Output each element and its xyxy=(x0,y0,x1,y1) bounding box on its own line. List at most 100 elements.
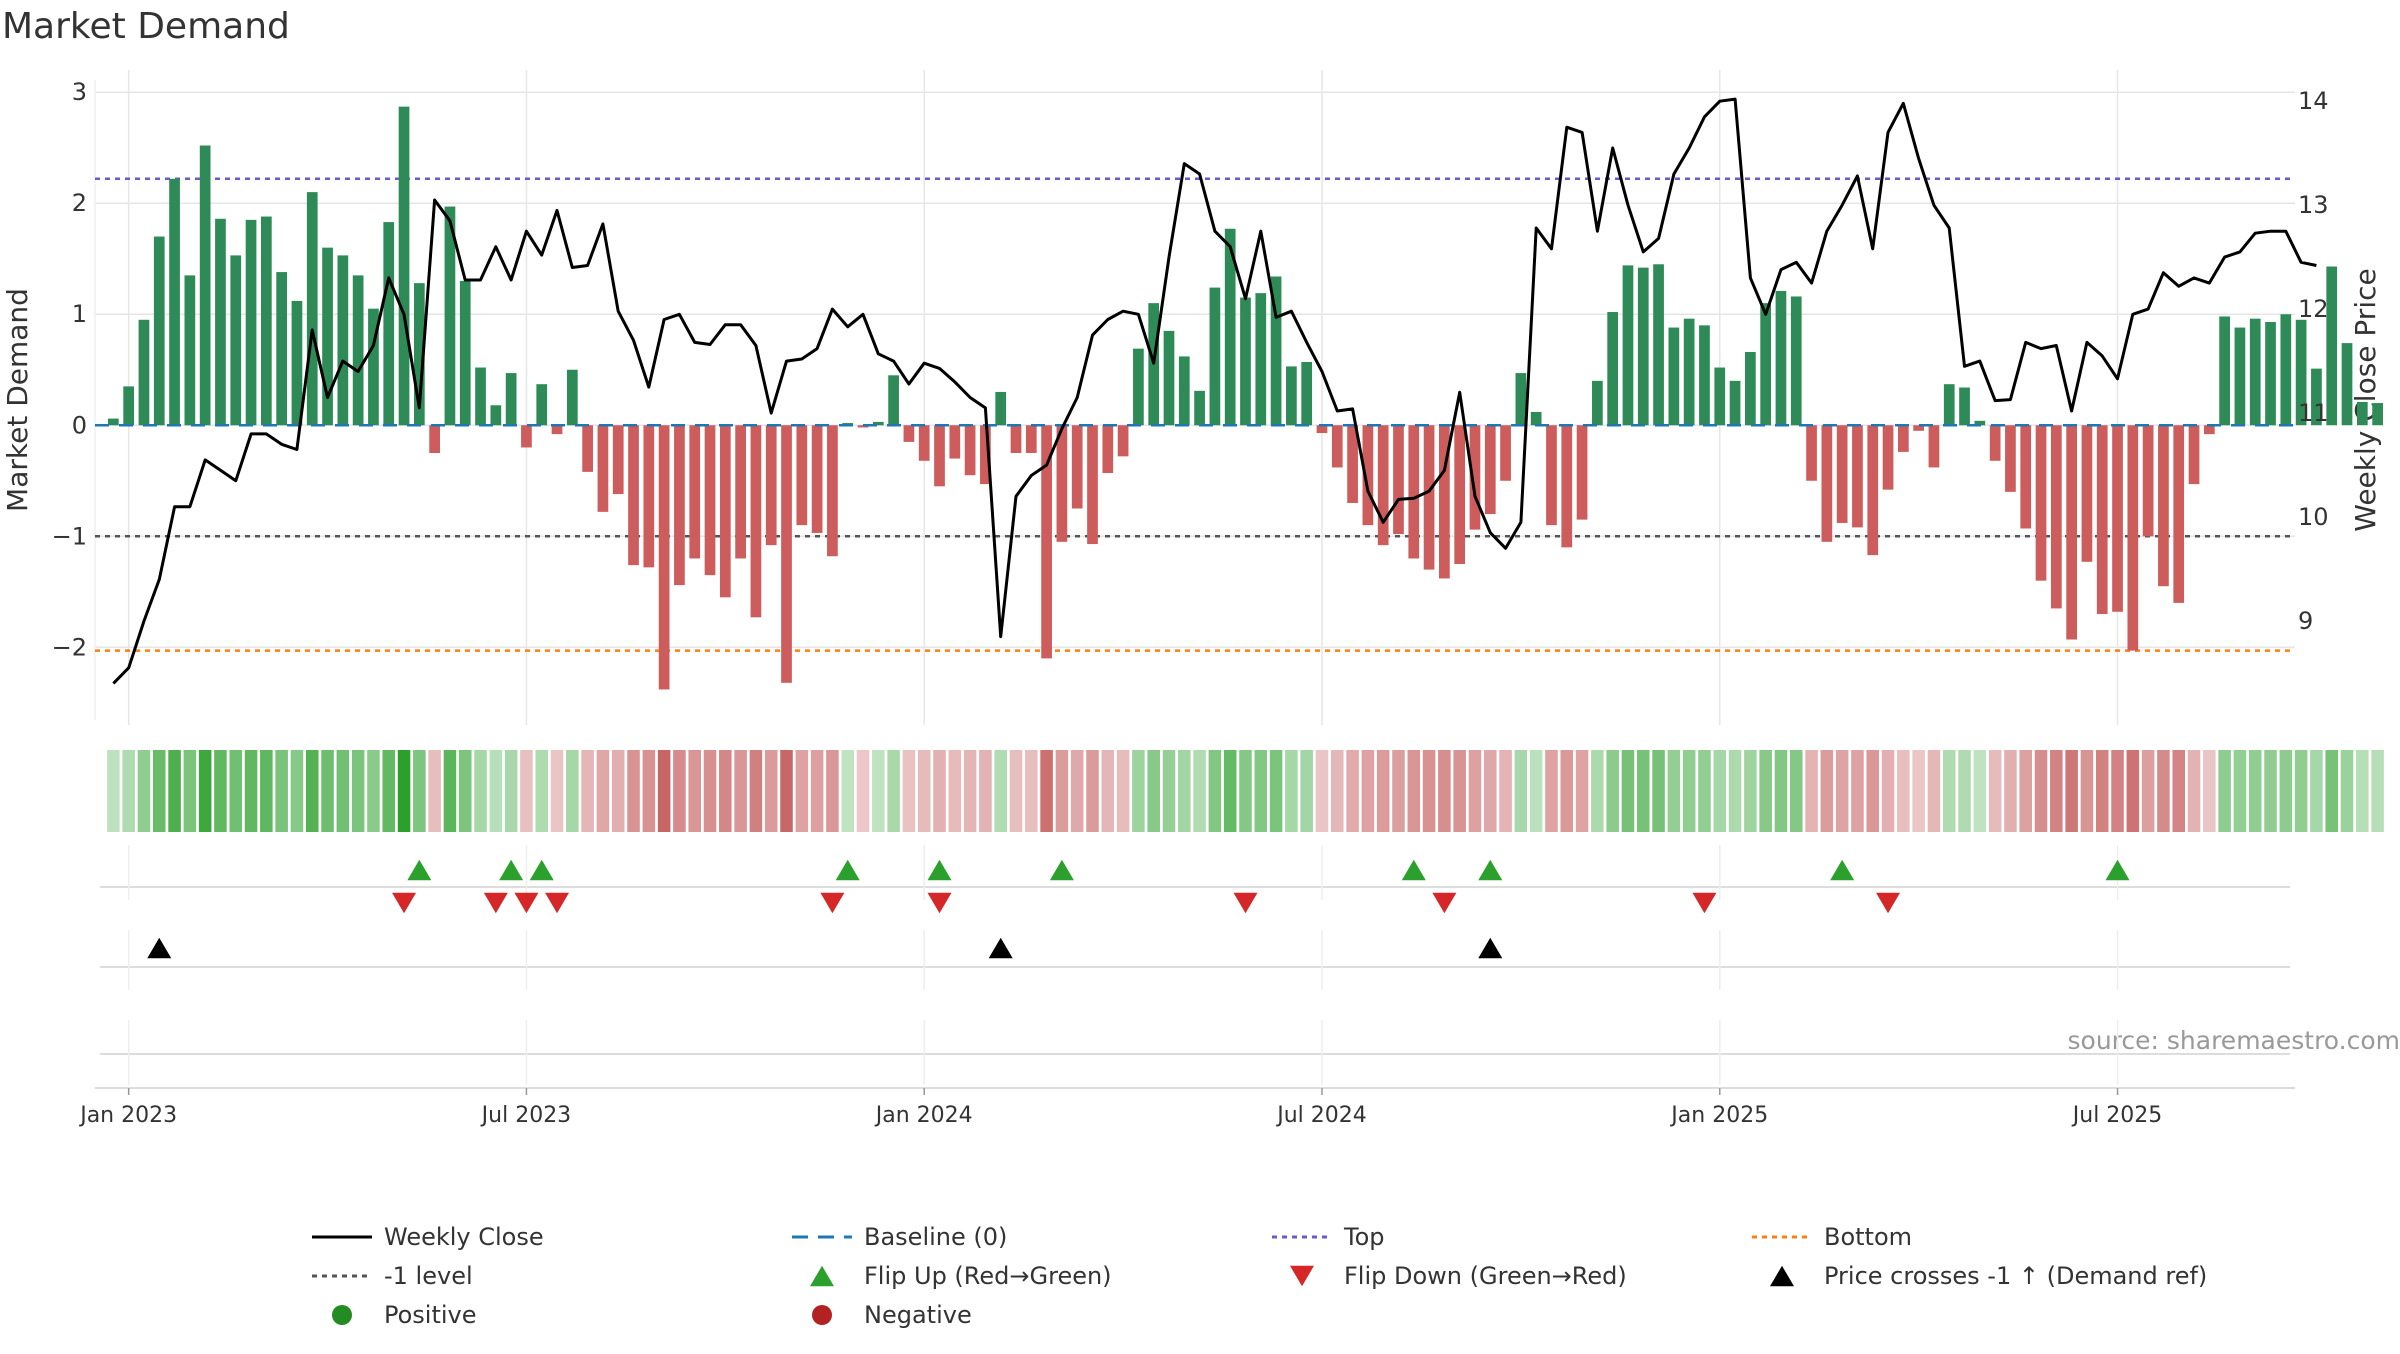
heat-cell-positive xyxy=(1209,750,1222,832)
demand-bar-negative xyxy=(643,425,654,567)
price-cross-marker xyxy=(989,938,1013,958)
demand-bar-negative xyxy=(2066,425,2077,639)
demand-bar-negative xyxy=(812,425,823,533)
demand-bar-positive xyxy=(1623,265,1634,425)
y-tick-label-right: 9 xyxy=(2298,607,2313,635)
demand-bar-positive xyxy=(1745,352,1756,425)
heat-cell-positive xyxy=(245,750,258,832)
heat-cell-negative xyxy=(1836,750,1849,832)
heat-cell-positive xyxy=(2264,750,2277,832)
demand-bar-positive xyxy=(1516,373,1527,425)
heat-cell-positive xyxy=(199,750,212,832)
demand-bar-positive xyxy=(139,320,150,425)
heat-cell-positive xyxy=(1255,750,1268,832)
legend-triangle-down-marker xyxy=(1290,1266,1314,1286)
heat-cell-negative xyxy=(1821,750,1834,832)
demand-bar-negative xyxy=(1806,425,1817,481)
heat-cell-negative xyxy=(1025,750,1038,832)
heat-cell-positive xyxy=(1132,750,1145,832)
legend-label: Price crosses -1 ↑ (Demand ref) xyxy=(1824,1262,2207,1290)
legend-label: Bottom xyxy=(1824,1223,1912,1251)
heat-cell-negative xyxy=(796,750,809,832)
flip-down-marker xyxy=(1876,893,1900,913)
demand-bar-negative xyxy=(2127,425,2138,650)
heat-cell-positive xyxy=(2234,750,2247,832)
heat-cell-negative xyxy=(903,750,916,832)
legend-item: Top xyxy=(1272,1223,1385,1251)
heat-cell-positive xyxy=(1178,750,1191,832)
heat-cell-positive xyxy=(321,750,334,832)
heat-cell-positive xyxy=(1943,750,1956,832)
heat-cell-negative xyxy=(1576,750,1589,832)
demand-bar-positive xyxy=(215,219,226,425)
demand-bar-positive xyxy=(1133,349,1144,426)
demand-bar-positive xyxy=(1531,412,1542,425)
heat-cell-positive xyxy=(1147,750,1160,832)
demand-bar-negative xyxy=(1072,425,1083,508)
legend-circle-marker xyxy=(332,1305,352,1325)
heat-cell-positive xyxy=(2341,750,2354,832)
heat-cell-negative xyxy=(1484,750,1497,832)
heat-cell-negative xyxy=(688,750,701,832)
heat-cell-negative xyxy=(1438,750,1451,832)
demand-bar-positive xyxy=(1791,296,1802,425)
heat-cell-positive xyxy=(306,750,319,832)
demand-bar-positive xyxy=(1255,293,1266,425)
demand-bar-negative xyxy=(766,425,777,545)
demand-bar-positive xyxy=(123,386,134,425)
y-tick-label-right: 13 xyxy=(2298,191,2329,219)
heat-cell-positive xyxy=(2280,750,2293,832)
heat-cell-negative xyxy=(979,750,992,832)
legend-circle-marker xyxy=(812,1305,832,1325)
heat-cell-positive xyxy=(352,750,365,832)
heat-cell-positive xyxy=(566,750,579,832)
demand-bar-positive xyxy=(1286,366,1297,425)
heat-cell-negative xyxy=(428,750,441,832)
heat-cell-negative xyxy=(643,750,656,832)
heat-cell-positive xyxy=(1239,750,1252,832)
demand-bar-positive xyxy=(475,368,486,426)
y-axis-left-label: Market Demand xyxy=(1,288,34,512)
y-tick-label-left: 0 xyxy=(72,411,87,439)
flip-up-marker xyxy=(1402,860,1426,880)
legend-label: Flip Down (Green→Red) xyxy=(1344,1262,1627,1290)
heat-cell-positive xyxy=(872,750,885,832)
heat-cell-positive xyxy=(841,750,854,832)
heat-cell-positive xyxy=(138,750,151,832)
flip-down-marker xyxy=(545,893,569,913)
legend-triangle-up-marker xyxy=(1770,1266,1794,1286)
y-axis-right-label: Weekly Close Price xyxy=(2349,268,2382,531)
demand-bar-negative xyxy=(1821,425,1832,542)
demand-bar-positive xyxy=(1301,362,1312,425)
heat-cell-negative xyxy=(1423,750,1436,832)
heat-cell-positive xyxy=(1637,750,1650,832)
heat-cell-negative xyxy=(2142,750,2155,832)
demand-bar-positive xyxy=(2280,314,2291,425)
heat-cell-positive xyxy=(1163,750,1176,832)
y-tick-label-left: 2 xyxy=(72,189,87,217)
y-tick-label-left: 1 xyxy=(72,300,87,328)
demand-bar-negative xyxy=(2204,425,2215,434)
legend-label: Weekly Close xyxy=(384,1223,544,1251)
legend-label: Positive xyxy=(384,1301,477,1329)
x-tick-label: Jul 2024 xyxy=(1275,1103,1367,1128)
demand-bar-positive xyxy=(1653,264,1664,425)
heat-cell-negative xyxy=(2127,750,2140,832)
demand-bar-negative xyxy=(659,425,670,689)
demand-bar-negative xyxy=(1929,425,1940,467)
flip-down-marker xyxy=(820,893,844,913)
heat-cell-positive xyxy=(153,750,166,832)
demand-bar-negative xyxy=(904,425,915,442)
heat-cell-positive xyxy=(1622,750,1635,832)
heat-cell-negative xyxy=(964,750,977,832)
flip-down-marker xyxy=(514,893,538,913)
demand-bar-negative xyxy=(689,425,700,558)
demand-bar-negative xyxy=(827,425,838,556)
heat-cell-positive xyxy=(1698,750,1711,832)
demand-bar-negative xyxy=(1332,425,1343,467)
legend-item: Price crosses -1 ↑ (Demand ref) xyxy=(1770,1262,2207,1290)
heat-cell-negative xyxy=(1102,750,1115,832)
heat-cell-negative xyxy=(1408,750,1421,832)
demand-bar-positive xyxy=(2250,319,2261,426)
